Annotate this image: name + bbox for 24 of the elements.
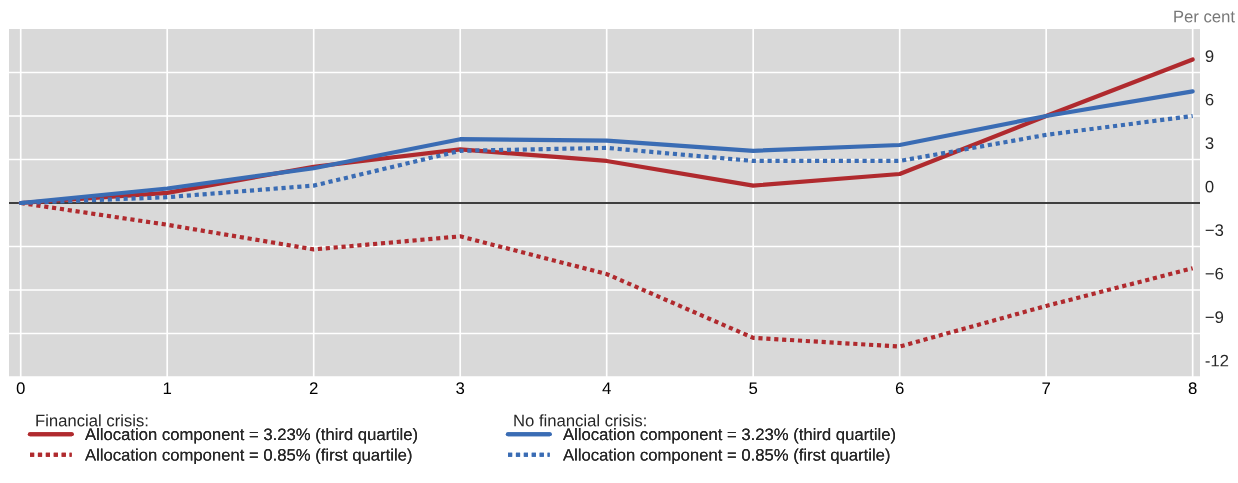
y-axis-title: Per cent xyxy=(1174,10,1235,23)
x-tick-label: 1 xyxy=(163,382,172,394)
x-tick-label: 0 xyxy=(16,382,25,395)
y-tick-label: −3 xyxy=(1205,224,1224,237)
y-tick-label: −9 xyxy=(1205,311,1224,324)
x-tick-label: 5 xyxy=(749,382,758,395)
legend-label: Allocation component = 0.85% (first quartile) xyxy=(563,448,890,465)
y-tick-label: -12 xyxy=(1205,354,1229,367)
x-tick-label: 6 xyxy=(895,382,904,395)
x-tick-label: 4 xyxy=(602,382,611,394)
x-tick-label: 3 xyxy=(456,382,465,395)
x-tick-label: 7 xyxy=(1042,382,1050,394)
legend-label: Allocation component = 3.23% (third quartile) xyxy=(563,428,896,444)
y-tick-label: 9 xyxy=(1205,50,1214,63)
legend-label: Allocation component = 0.85% (first quartile) xyxy=(85,448,412,465)
legend-label: Allocation component = 3.23% (third quartile) xyxy=(85,428,418,444)
text: Financial crisis: xyxy=(36,414,148,427)
text: No financial crisis: xyxy=(514,414,646,427)
y-tick-label: −6 xyxy=(1205,267,1224,280)
x-tick-label: 8 xyxy=(1188,382,1197,395)
y-tick-label: 3 xyxy=(1205,137,1214,150)
y-tick-label: 6 xyxy=(1205,93,1214,106)
x-tick-label: 2 xyxy=(309,382,318,394)
y-tick-label: 0 xyxy=(1205,180,1214,193)
